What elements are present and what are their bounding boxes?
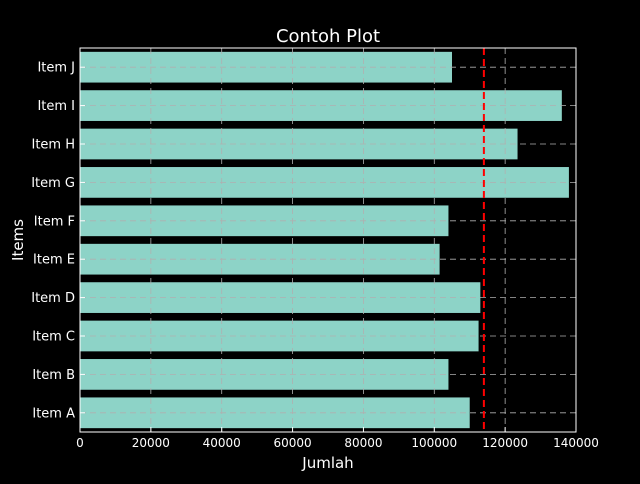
x-axis-label: Jumlah: [301, 454, 353, 472]
y-tick-label: Item A: [32, 406, 75, 421]
y-tick-label: Item J: [37, 61, 75, 76]
y-tick-label: Item C: [32, 330, 75, 345]
x-tick-label: 100000: [411, 436, 457, 450]
x-tick-label: 120000: [482, 436, 528, 450]
y-tick-label: Item G: [31, 176, 75, 191]
y-tick-label: Item D: [31, 291, 75, 306]
y-tick-label: Item B: [32, 368, 75, 383]
x-tick-label: 40000: [203, 436, 241, 450]
x-tick-label: 60000: [273, 436, 311, 450]
y-tick-label: Item I: [37, 99, 75, 114]
plot-frame: [79, 47, 577, 433]
bar-item-e: [80, 243, 440, 275]
y-tick-label: Item F: [34, 214, 75, 229]
chart-title: Contoh Plot: [276, 26, 380, 47]
x-tick-label: 20000: [132, 436, 170, 450]
y-axis-label: Items: [9, 219, 27, 261]
x-tick-label: 140000: [553, 436, 599, 450]
x-tick-label: 0: [76, 436, 84, 450]
y-tick-label: Item E: [33, 253, 75, 268]
ticks-layer: 0 20000 40000 60000 80000 100000 120000 140000 I…: [31, 61, 599, 450]
bar-item-c: [80, 320, 479, 352]
x-tick-label: 80000: [344, 436, 382, 450]
y-tick-label: Item H: [31, 138, 75, 153]
